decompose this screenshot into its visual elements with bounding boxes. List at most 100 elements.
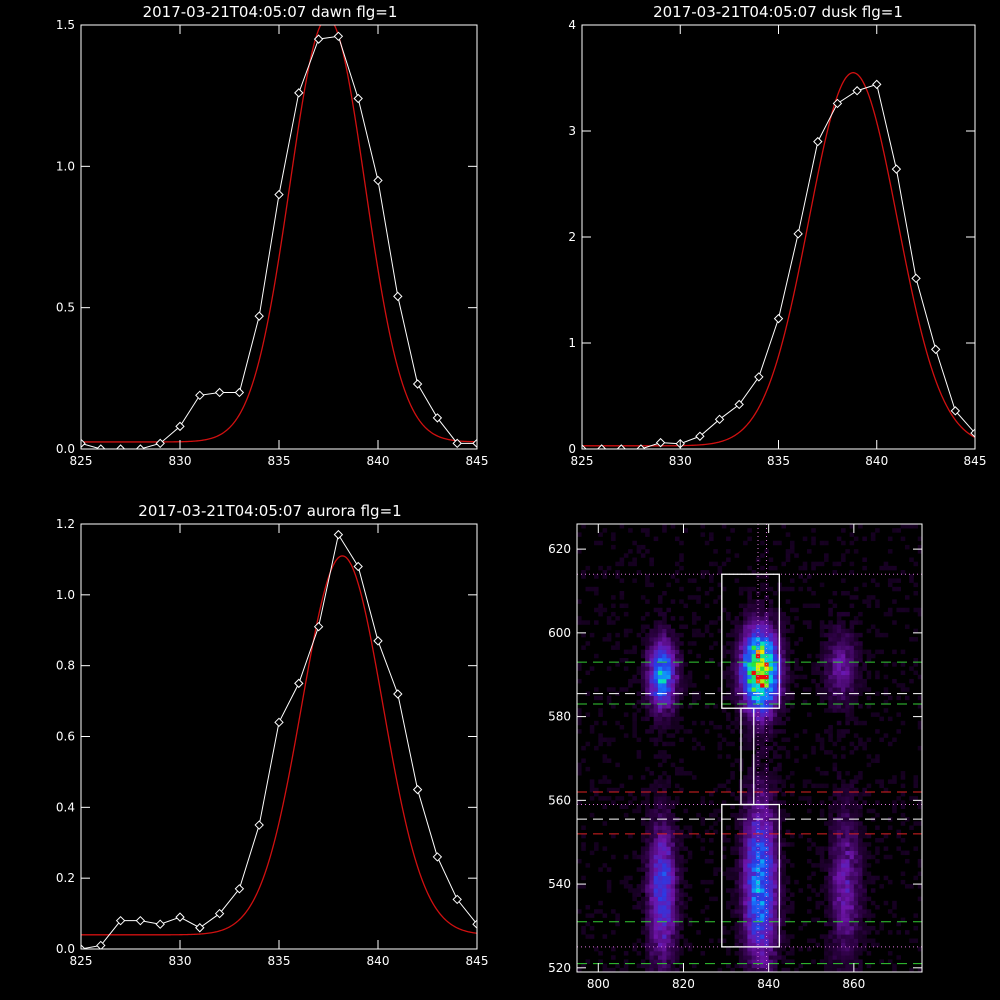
heatmap-cell bbox=[649, 628, 654, 634]
heatmap-cell bbox=[760, 704, 765, 709]
heatmap-cell bbox=[674, 925, 680, 931]
heatmap-cell bbox=[657, 624, 663, 629]
heatmap-cell bbox=[828, 737, 833, 743]
heatmap-cell bbox=[666, 938, 671, 943]
heatmap-cell bbox=[645, 683, 650, 688]
heatmap-cell bbox=[577, 616, 582, 621]
heatmap-cell bbox=[870, 532, 876, 537]
heatmap-cell bbox=[662, 645, 667, 650]
heatmap-cell bbox=[849, 570, 855, 575]
heatmap-cell bbox=[670, 955, 676, 960]
heatmap-cell bbox=[768, 670, 774, 676]
heatmap-cell bbox=[845, 645, 850, 650]
heatmap-cell bbox=[645, 549, 650, 554]
heatmap-cell bbox=[738, 900, 744, 906]
data-point-diamond bbox=[911, 273, 921, 284]
heatmap-cell bbox=[747, 599, 752, 604]
heatmap-cell bbox=[764, 825, 769, 830]
heatmap-cell bbox=[772, 787, 778, 793]
heatmap-cell bbox=[849, 620, 855, 625]
heatmap-cell bbox=[636, 549, 642, 554]
x-tick-label: 835 bbox=[767, 454, 790, 468]
heatmap-cell bbox=[764, 959, 769, 964]
heatmap-cell bbox=[789, 544, 795, 550]
heatmap-cell bbox=[751, 620, 757, 625]
heatmap-cell bbox=[755, 888, 761, 893]
heatmap-cell bbox=[619, 783, 625, 789]
heatmap-cell bbox=[632, 733, 637, 738]
heatmap-cell bbox=[828, 934, 833, 939]
heatmap-cell bbox=[841, 704, 846, 709]
heatmap-cell bbox=[772, 783, 778, 789]
heatmap-cell bbox=[636, 888, 642, 893]
data-point-diamond bbox=[655, 437, 666, 448]
y-tick-label: 4 bbox=[568, 18, 576, 32]
heatmap-cell bbox=[589, 632, 595, 638]
heatmap-cell bbox=[674, 875, 680, 881]
heatmap-cell bbox=[653, 959, 659, 964]
heatmap-cell bbox=[811, 750, 816, 755]
heatmap-cell bbox=[747, 800, 752, 805]
heatmap-cell bbox=[645, 905, 650, 910]
heatmap-cell bbox=[700, 570, 706, 575]
heatmap-cell bbox=[768, 733, 774, 738]
heatmap-cell bbox=[713, 829, 718, 835]
heatmap-cell bbox=[811, 565, 816, 571]
heatmap-cell bbox=[602, 637, 608, 642]
heatmap-cell bbox=[768, 758, 774, 763]
heatmap-cell bbox=[606, 565, 612, 571]
heatmap-cell bbox=[768, 879, 774, 885]
heatmap-cell bbox=[657, 628, 663, 634]
heatmap-cell bbox=[875, 779, 880, 784]
heatmap-cell bbox=[815, 653, 821, 659]
heatmap-cell bbox=[598, 565, 603, 571]
heatmap-cell bbox=[662, 666, 667, 671]
heatmap-cell bbox=[666, 624, 671, 629]
heatmap-cell bbox=[764, 775, 769, 780]
heatmap-cell bbox=[768, 771, 774, 776]
heatmap-cell bbox=[781, 779, 786, 784]
heatmap-cell bbox=[743, 905, 748, 910]
heatmap-cell bbox=[862, 791, 867, 797]
heatmap-cell bbox=[824, 946, 829, 952]
heatmap-cell bbox=[768, 854, 774, 860]
heatmap-cell bbox=[687, 884, 693, 889]
heatmap-cell bbox=[717, 582, 723, 588]
heatmap-cell bbox=[896, 586, 901, 592]
data-point-diamond bbox=[96, 444, 106, 449]
heatmap-cell bbox=[649, 846, 654, 851]
heatmap-cell bbox=[841, 754, 846, 759]
heatmap-cell bbox=[666, 871, 671, 876]
heatmap-cell bbox=[751, 670, 757, 676]
heatmap-cell bbox=[645, 812, 650, 818]
heatmap-cell bbox=[666, 662, 671, 667]
heatmap-cell bbox=[858, 821, 863, 826]
heatmap-cell bbox=[760, 687, 765, 692]
heatmap-cell bbox=[785, 620, 791, 625]
heatmap-cell bbox=[824, 670, 829, 676]
heatmap-cell bbox=[777, 745, 782, 751]
heatmap-cell bbox=[862, 846, 867, 851]
heatmap-cell bbox=[845, 967, 850, 973]
heatmap-cell bbox=[832, 892, 838, 897]
heatmap-cell bbox=[747, 649, 752, 655]
heatmap-cell bbox=[751, 913, 757, 918]
heatmap-cell bbox=[666, 838, 671, 843]
heatmap-cell bbox=[794, 616, 799, 621]
heatmap-cell bbox=[828, 687, 833, 692]
heatmap-cell bbox=[743, 611, 748, 617]
heatmap-cell bbox=[679, 787, 684, 793]
heatmap-cell bbox=[653, 946, 659, 952]
heatmap-cell bbox=[819, 812, 825, 818]
heatmap-cell bbox=[853, 905, 859, 910]
heatmap-cell bbox=[726, 838, 731, 843]
heatmap-cell bbox=[781, 620, 786, 625]
heatmap-cell bbox=[819, 888, 825, 893]
heatmap-cell bbox=[858, 888, 863, 893]
heatmap-cell bbox=[730, 909, 735, 914]
heatmap-cell bbox=[606, 637, 612, 642]
heatmap-cell bbox=[670, 800, 676, 805]
heatmap-cell bbox=[751, 917, 757, 923]
heatmap-cell bbox=[866, 909, 872, 914]
data-point-diamond bbox=[695, 431, 705, 441]
